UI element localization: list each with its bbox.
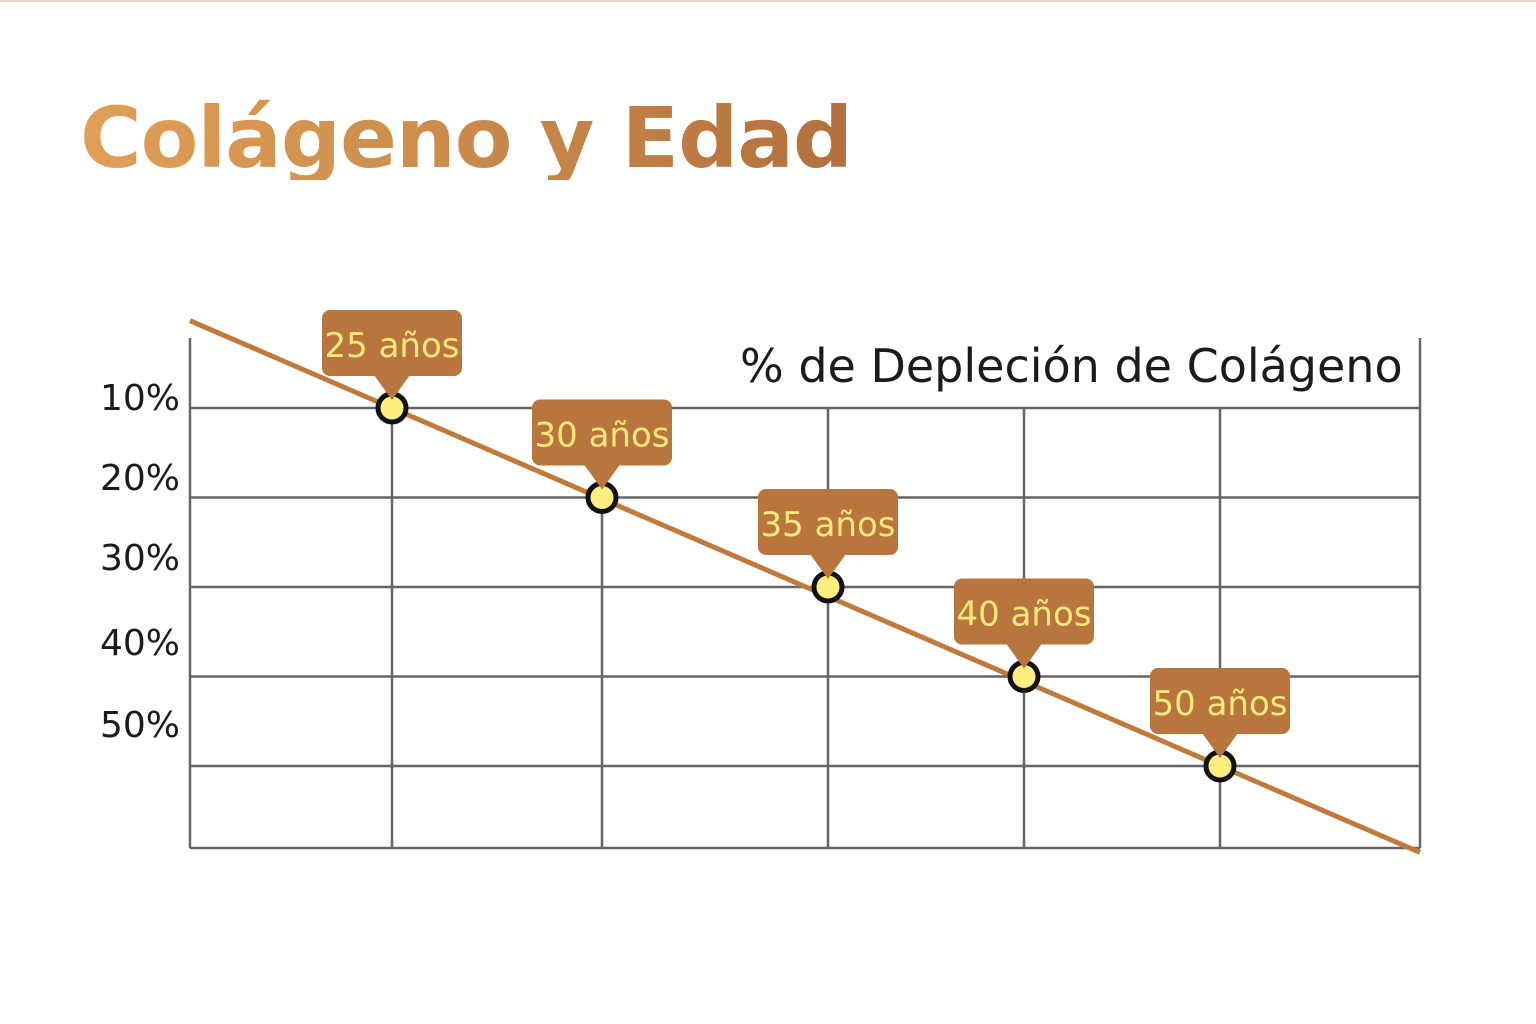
callout-box [758,489,898,555]
callout-label: 50 años [1153,684,1288,724]
callout-pointer [1006,643,1042,669]
callout-pointer [374,375,410,400]
callout-label: 25 años [325,326,460,366]
data-callouts: 25 años 30 años 35 años 40 años 50 años [322,310,1290,758]
y-tick-label: 40% [100,623,180,664]
callout-pointer [1202,733,1238,758]
y-tick-label: 30% [100,538,180,579]
y-tick-label: 20% [100,458,180,499]
callout-pointer [584,464,620,490]
point-callout: 50 años [1150,668,1290,758]
callout-box [322,310,462,376]
point-callout: 30 años [532,399,672,490]
chart-title: Colágeno y Edad [80,89,853,187]
callout-label: 40 años [957,595,1092,635]
callout-pointer [810,554,846,579]
top-divider [0,0,1536,2]
y-axis-title: % de Depleción de Colágeno [740,339,1403,393]
y-axis-ticks: 10% 20% 30% 40% 50% [100,378,180,746]
axis-title-backdrop [728,336,1412,396]
callout-label: 35 años [761,505,896,545]
point-callout: 35 años [758,489,898,579]
callout-box [1150,668,1290,734]
y-tick-label: 10% [100,378,180,419]
callout-box [954,578,1094,645]
y-tick-label: 50% [100,705,180,746]
point-callout: 40 años [954,578,1094,669]
callout-box [532,399,672,466]
point-callout: 25 años [322,310,462,400]
callout-label: 30 años [535,416,670,456]
